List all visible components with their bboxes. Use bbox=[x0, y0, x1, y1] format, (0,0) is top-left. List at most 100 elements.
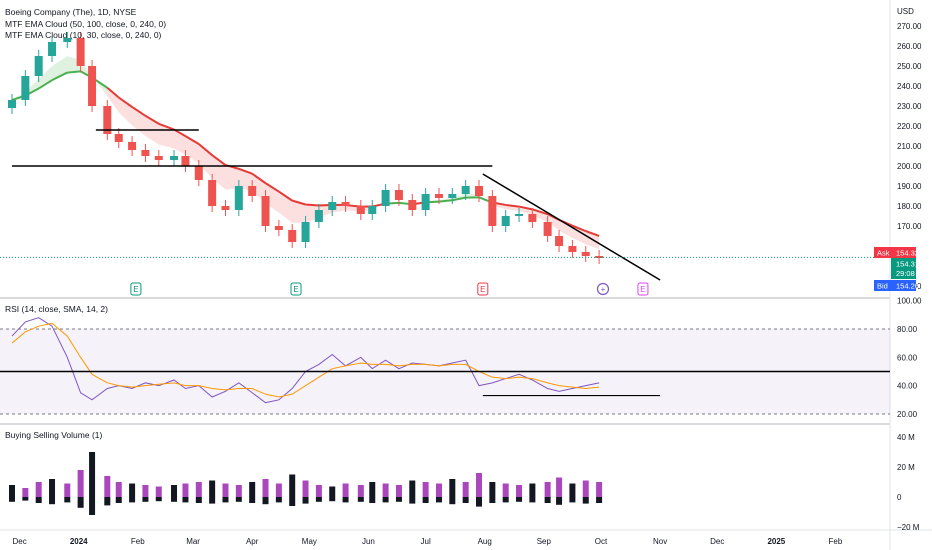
volume-tick-label: 40 M bbox=[897, 433, 915, 442]
candle-body bbox=[76, 38, 85, 66]
volume-bar-negative bbox=[395, 497, 402, 502]
volume-bar bbox=[596, 482, 603, 497]
volume-bar bbox=[275, 483, 282, 497]
volume-bar bbox=[115, 482, 122, 497]
ema-line-segment bbox=[184, 135, 200, 145]
volume-bar bbox=[544, 482, 551, 497]
volume-bar-negative bbox=[275, 497, 282, 503]
time-tick-label: 2024 bbox=[70, 537, 88, 546]
volume-bar-negative bbox=[77, 497, 84, 508]
candle-body bbox=[21, 76, 30, 100]
volume-bar bbox=[449, 479, 456, 497]
candle-body bbox=[488, 196, 497, 226]
price-tick-label: 230.00 bbox=[897, 102, 922, 111]
candle-body bbox=[88, 66, 97, 106]
candle-body bbox=[356, 206, 365, 214]
candle-body bbox=[475, 186, 484, 196]
candle-body bbox=[555, 236, 564, 246]
earnings-marker-label: E bbox=[293, 285, 298, 294]
ema-cloud-segment bbox=[107, 87, 119, 113]
volume-bar-negative bbox=[222, 497, 229, 503]
ema-cloud-segment bbox=[547, 214, 560, 231]
volume-bar bbox=[382, 483, 389, 497]
candle-body bbox=[314, 210, 323, 222]
earnings-marker bbox=[290, 282, 302, 296]
price-tick-label: 200.00 bbox=[897, 162, 922, 171]
time-axis[interactable]: Dec 2024 Feb Mar Apr May Jun Jul Aug Sep Oct Nov Dec… bbox=[13, 537, 843, 546]
volume-bar bbox=[342, 483, 349, 497]
earnings-marker-label: E bbox=[640, 285, 645, 294]
volume-bar bbox=[462, 482, 469, 497]
earnings-marker bbox=[637, 282, 649, 296]
volume-bar bbox=[357, 485, 364, 497]
volume-bar bbox=[435, 483, 442, 497]
candle-body bbox=[248, 186, 257, 196]
ema-line-segment bbox=[238, 167, 253, 175]
volume-bar-negative bbox=[516, 497, 523, 502]
rsi-tick-label: 80.00 bbox=[897, 325, 918, 334]
time-tick-label: Feb bbox=[829, 537, 843, 546]
ema-line-segment bbox=[38, 79, 53, 90]
volume-bar bbox=[35, 482, 42, 497]
ema-cloud-segment bbox=[225, 165, 239, 190]
ema-line-segment bbox=[452, 196, 466, 202]
candle-body bbox=[434, 194, 443, 198]
volume-bar-negative bbox=[182, 497, 189, 503]
volume-tick-label: 0 bbox=[897, 493, 902, 502]
time-tick-label: Oct bbox=[595, 537, 608, 546]
volume-bar bbox=[182, 483, 189, 497]
currency-label[interactable]: USD bbox=[897, 7, 914, 16]
ema-line-segment bbox=[118, 96, 133, 108]
svg-text:154.31: 154.31 bbox=[896, 260, 919, 269]
volume-bar bbox=[329, 486, 336, 497]
rsi-title: RSI (14, close, SMA, 14, 2) bbox=[5, 304, 108, 314]
candle-body bbox=[34, 56, 43, 76]
time-tick-label: May bbox=[302, 537, 317, 546]
volume-bar bbox=[9, 485, 15, 497]
ema-line-segment bbox=[144, 114, 160, 125]
volume-axis[interactable]: 40 M 20 M 0 −20 M bbox=[897, 433, 920, 532]
bid-label: Bid 154.26 bbox=[874, 280, 919, 291]
volume-tick-label: −20 M bbox=[897, 523, 920, 532]
price-tick-label: 190.00 bbox=[897, 182, 922, 191]
candle-body bbox=[595, 256, 604, 258]
add-event-marker[interactable]: + bbox=[596, 282, 610, 296]
candle-body bbox=[543, 222, 552, 236]
volume-bar-negative bbox=[329, 497, 336, 502]
volume-bar bbox=[422, 482, 429, 497]
volume-bar-negative bbox=[249, 497, 256, 503]
svg-text:Bid: Bid bbox=[877, 282, 888, 291]
candle-body bbox=[208, 180, 217, 206]
volume-bar-negative bbox=[529, 497, 536, 503]
volume-bar bbox=[209, 480, 216, 497]
ema-line-segment bbox=[291, 199, 306, 206]
ask-label: Ask 154.32 bbox=[874, 247, 919, 258]
volume-bar bbox=[476, 473, 483, 497]
volume-bar bbox=[569, 483, 576, 497]
time-tick-label: Dec bbox=[710, 537, 724, 546]
candle-body bbox=[141, 150, 150, 156]
candle-body bbox=[515, 214, 524, 216]
time-tick-label: Sep bbox=[537, 537, 552, 546]
candle-body bbox=[154, 156, 163, 160]
volume-bar bbox=[249, 482, 256, 497]
ema-line-segment bbox=[131, 106, 146, 117]
volume-bar bbox=[516, 485, 523, 497]
volume-bar-negative bbox=[449, 497, 456, 505]
volume-bar-negative bbox=[89, 497, 96, 515]
time-tick-label: Jun bbox=[362, 537, 375, 546]
volume-bar bbox=[235, 485, 242, 497]
volume-bar bbox=[302, 480, 309, 497]
candle-body bbox=[501, 216, 510, 226]
volume-bar-negative bbox=[462, 497, 469, 503]
volume-bar-negative bbox=[115, 497, 122, 503]
volume-bar-negative bbox=[382, 497, 389, 503]
rsi-axis[interactable]: 100.00 80.00 60.00 40.00 20.00 bbox=[897, 297, 922, 419]
ema-line-segment bbox=[585, 230, 600, 237]
rsi-tick-label: 100.00 bbox=[897, 297, 922, 306]
volume-bar bbox=[582, 480, 589, 497]
ema-cloud-segment bbox=[532, 209, 548, 223]
rsi-lines bbox=[0, 317, 890, 404]
